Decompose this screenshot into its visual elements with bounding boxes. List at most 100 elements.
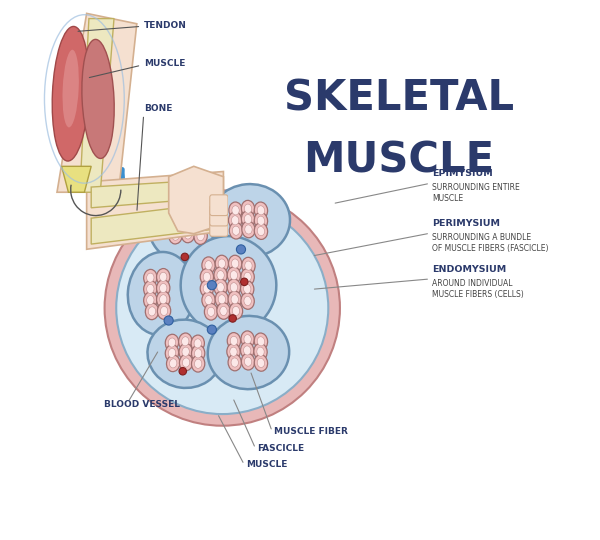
- Ellipse shape: [217, 271, 224, 280]
- Ellipse shape: [194, 218, 207, 234]
- Ellipse shape: [184, 208, 191, 218]
- Ellipse shape: [200, 280, 214, 297]
- Ellipse shape: [157, 291, 170, 308]
- Text: BONE: BONE: [143, 104, 172, 113]
- Ellipse shape: [181, 205, 194, 221]
- Ellipse shape: [244, 214, 252, 224]
- Ellipse shape: [143, 292, 157, 308]
- Text: SURROUNDING A BUNDLE
OF MUSCLE FIBERS (FASCICLE): SURROUNDING A BUNDLE OF MUSCLE FIBERS (F…: [432, 233, 549, 253]
- Polygon shape: [80, 18, 114, 192]
- Ellipse shape: [232, 259, 239, 268]
- Ellipse shape: [194, 359, 202, 368]
- Ellipse shape: [257, 227, 265, 235]
- Ellipse shape: [244, 335, 251, 344]
- Ellipse shape: [244, 204, 252, 213]
- Ellipse shape: [230, 347, 237, 356]
- Polygon shape: [62, 166, 91, 192]
- Ellipse shape: [205, 295, 212, 305]
- Ellipse shape: [52, 26, 89, 161]
- Ellipse shape: [194, 349, 202, 358]
- Ellipse shape: [191, 355, 205, 372]
- Ellipse shape: [167, 355, 180, 372]
- Ellipse shape: [241, 281, 254, 297]
- Ellipse shape: [244, 346, 251, 355]
- Ellipse shape: [244, 357, 252, 366]
- Text: TENDON: TENDON: [143, 21, 187, 30]
- Polygon shape: [91, 202, 219, 244]
- Ellipse shape: [257, 359, 265, 368]
- Ellipse shape: [254, 355, 268, 371]
- Ellipse shape: [257, 347, 264, 356]
- Ellipse shape: [228, 354, 241, 371]
- Polygon shape: [57, 14, 137, 192]
- Ellipse shape: [229, 302, 242, 319]
- Ellipse shape: [242, 221, 255, 238]
- FancyBboxPatch shape: [210, 205, 228, 226]
- Ellipse shape: [148, 320, 222, 388]
- Ellipse shape: [209, 184, 290, 258]
- Ellipse shape: [241, 331, 254, 348]
- Ellipse shape: [146, 273, 154, 282]
- Ellipse shape: [231, 358, 238, 367]
- Ellipse shape: [257, 206, 265, 215]
- Text: AROUND INDIVIDUAL
MUSCLE FIBERS (CELLS): AROUND INDIVIDUAL MUSCLE FIBERS (CELLS): [432, 279, 524, 299]
- Ellipse shape: [231, 295, 238, 304]
- Circle shape: [179, 368, 187, 375]
- Text: ENDOMYSIUM: ENDOMYSIUM: [432, 265, 506, 274]
- Ellipse shape: [197, 232, 205, 241]
- Polygon shape: [91, 179, 217, 208]
- Ellipse shape: [254, 223, 268, 239]
- Ellipse shape: [179, 354, 193, 371]
- Ellipse shape: [202, 292, 215, 308]
- Ellipse shape: [241, 353, 255, 370]
- Ellipse shape: [160, 306, 168, 315]
- Ellipse shape: [143, 269, 157, 286]
- Ellipse shape: [179, 343, 193, 360]
- Circle shape: [241, 278, 248, 286]
- Ellipse shape: [217, 302, 230, 319]
- Ellipse shape: [232, 206, 239, 215]
- Ellipse shape: [148, 190, 230, 265]
- Ellipse shape: [165, 345, 179, 361]
- Ellipse shape: [182, 337, 189, 346]
- Ellipse shape: [230, 282, 238, 292]
- Text: SURROUNDING ENTIRE
MUSCLE: SURROUNDING ENTIRE MUSCLE: [432, 183, 520, 204]
- Ellipse shape: [203, 284, 211, 293]
- Ellipse shape: [214, 267, 227, 284]
- Ellipse shape: [172, 231, 179, 240]
- Ellipse shape: [62, 50, 79, 127]
- Ellipse shape: [245, 225, 252, 234]
- Ellipse shape: [244, 296, 251, 306]
- Ellipse shape: [171, 221, 178, 230]
- Ellipse shape: [227, 279, 241, 295]
- Ellipse shape: [220, 306, 227, 315]
- Circle shape: [104, 191, 340, 426]
- Ellipse shape: [182, 358, 190, 367]
- Ellipse shape: [148, 307, 155, 316]
- Ellipse shape: [230, 336, 238, 346]
- Ellipse shape: [244, 285, 251, 293]
- Ellipse shape: [146, 295, 154, 305]
- Circle shape: [207, 281, 217, 290]
- Ellipse shape: [241, 200, 255, 217]
- Circle shape: [181, 253, 188, 261]
- Text: MUSCLE: MUSCLE: [304, 140, 494, 181]
- Ellipse shape: [227, 267, 241, 284]
- Ellipse shape: [194, 228, 208, 245]
- Circle shape: [229, 315, 236, 322]
- Ellipse shape: [191, 345, 205, 362]
- Ellipse shape: [197, 211, 205, 220]
- Ellipse shape: [227, 333, 241, 349]
- FancyArrowPatch shape: [122, 170, 146, 207]
- Ellipse shape: [205, 261, 212, 270]
- Ellipse shape: [183, 219, 191, 228]
- Ellipse shape: [184, 230, 192, 239]
- Ellipse shape: [170, 359, 177, 368]
- Ellipse shape: [202, 257, 215, 274]
- Ellipse shape: [232, 226, 239, 235]
- Ellipse shape: [194, 207, 208, 224]
- Ellipse shape: [214, 279, 227, 295]
- Ellipse shape: [241, 342, 254, 359]
- Ellipse shape: [182, 347, 190, 356]
- Ellipse shape: [169, 227, 182, 244]
